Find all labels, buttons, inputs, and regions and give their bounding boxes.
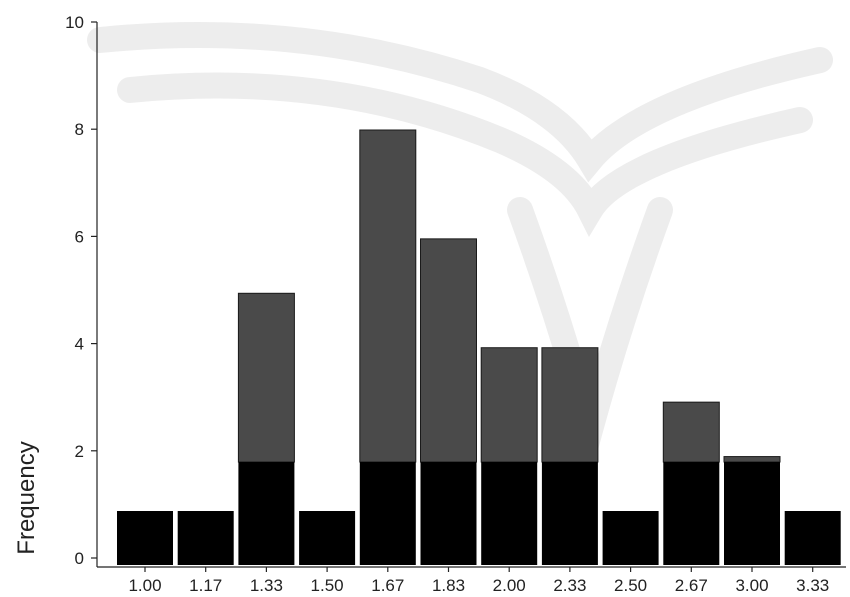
y-ticks-group: 0 2 4 6 8 10 xyxy=(65,13,97,568)
y-tick-label: 6 xyxy=(75,227,84,246)
bar-2-00 xyxy=(480,347,538,463)
bar-base-1-33 xyxy=(238,462,295,565)
bar-base-2-00 xyxy=(481,462,538,565)
x-tick-label: 2.00 xyxy=(493,576,526,595)
x-tick-label: 1.50 xyxy=(311,576,344,595)
bar-base-2-67 xyxy=(663,462,720,565)
x-tick-label: 2.33 xyxy=(553,576,586,595)
bar-base-1-83 xyxy=(420,462,477,565)
bar-2-33 xyxy=(541,347,599,463)
x-tick-label: 1.67 xyxy=(371,576,404,595)
bar-base-2-33 xyxy=(541,462,598,565)
bar-base-2-50 xyxy=(602,511,659,565)
bars-group xyxy=(117,129,841,565)
bar-2-67 xyxy=(662,401,720,463)
x-tick-label: 3.33 xyxy=(796,576,829,595)
y-tick-label: 8 xyxy=(75,120,84,139)
bar-base-1-50 xyxy=(299,511,356,565)
bar-1-83 xyxy=(420,238,477,463)
bar-1-67 xyxy=(359,129,417,463)
x-tick-label: 1.33 xyxy=(250,576,283,595)
x-tick-label: 1.83 xyxy=(432,576,465,595)
y-tick-label: 2 xyxy=(75,442,84,461)
y-tick-label: 4 xyxy=(75,335,84,354)
bar-1-33 xyxy=(237,292,295,463)
y-tick-label: 0 xyxy=(75,549,84,568)
x-tick-label: 1.00 xyxy=(128,576,161,595)
bar-base-3-33 xyxy=(784,511,841,565)
y-axis-title: Frequency xyxy=(13,441,40,554)
y-tick-label: 10 xyxy=(65,13,84,32)
x-tick-label: 2.67 xyxy=(675,576,708,595)
bar-3-00 xyxy=(723,456,781,463)
bar-base-3-00 xyxy=(724,462,780,565)
x-tick-label: 3.00 xyxy=(735,576,768,595)
x-tick-label: 1.17 xyxy=(189,576,222,595)
bar-base-1-67 xyxy=(359,462,416,565)
bar-base-1-17 xyxy=(177,511,234,565)
bar-base-1-00 xyxy=(117,511,173,565)
x-ticks-group: 1.00 1.17 1.33 1.50 1.67 1.83 2.00 2.33 2.50 2.67… xyxy=(128,567,829,595)
x-tick-label: 2.50 xyxy=(614,576,647,595)
